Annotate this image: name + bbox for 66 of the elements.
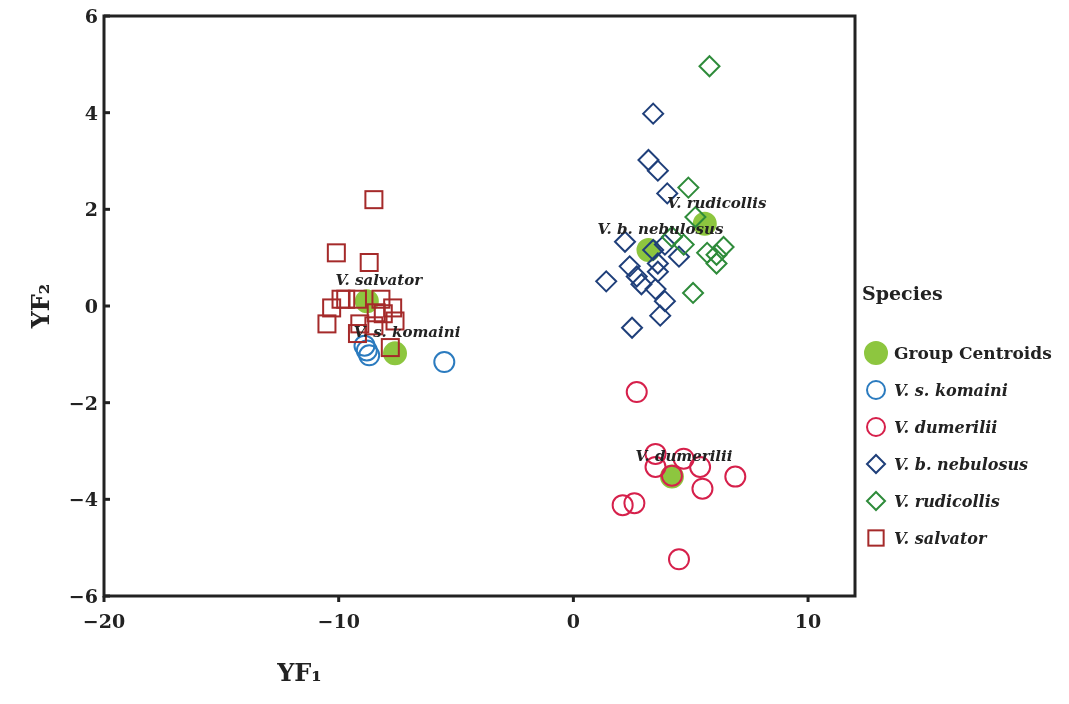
y-tick-label: −2 [68, 391, 98, 414]
legend-title: Species [862, 282, 943, 304]
legend-label: Group Centroids [894, 343, 1052, 363]
legend-label: V. dumerilii [894, 418, 998, 437]
point [322, 298, 342, 318]
point [336, 289, 356, 309]
point [644, 278, 667, 301]
legend-label: V. s. komaini [894, 381, 1008, 400]
point [373, 304, 393, 324]
point [355, 339, 378, 362]
x-tick-label: −20 [82, 610, 126, 632]
point [625, 381, 648, 404]
point [712, 236, 735, 259]
point [667, 548, 690, 571]
point [366, 303, 386, 323]
legend-label: V. rudicollis [894, 492, 1000, 511]
point [653, 290, 676, 313]
point [677, 176, 700, 199]
point [618, 255, 641, 278]
point [642, 238, 665, 261]
point [371, 289, 391, 309]
y-tick-label: −6 [68, 585, 98, 607]
point [724, 465, 747, 488]
point [317, 314, 337, 334]
point [637, 149, 660, 172]
point [383, 298, 403, 318]
legend-label: V. b. nebulosus [894, 455, 1029, 474]
point [642, 102, 665, 125]
point [630, 273, 653, 296]
y-tick-label: −4 [68, 488, 98, 511]
y-tick-label: 2 [84, 198, 98, 221]
point [646, 252, 669, 275]
y-tick-label: 6 [84, 5, 98, 27]
x-tick-label: 0 [566, 610, 580, 632]
x-tick-label: −10 [317, 610, 360, 632]
point [649, 304, 672, 327]
point [698, 55, 721, 78]
point [696, 241, 719, 264]
y-axis-title: YF₂ [26, 283, 55, 330]
point [623, 492, 646, 515]
point [653, 233, 676, 256]
point [646, 159, 669, 182]
point [705, 243, 728, 266]
point [625, 265, 648, 288]
y-tick-label: 4 [84, 101, 98, 124]
y-tick-label: 0 [84, 295, 98, 317]
point [326, 243, 346, 263]
point [621, 316, 644, 339]
annotation: V. rudicollis [667, 193, 767, 212]
legend-label: V. salvator [894, 529, 988, 548]
point [358, 344, 381, 367]
point [705, 252, 728, 275]
point [359, 253, 379, 272]
annotation: V. salvator [335, 271, 424, 290]
x-axis-title: YF₁ [276, 658, 322, 687]
point [646, 260, 669, 283]
point [364, 190, 384, 210]
point [682, 281, 705, 304]
point [691, 477, 714, 500]
point [595, 270, 618, 293]
point [331, 289, 351, 309]
point [433, 351, 456, 374]
x-tick-label: 10 [794, 610, 822, 632]
point [611, 494, 634, 517]
point [672, 233, 695, 256]
point [667, 245, 690, 268]
